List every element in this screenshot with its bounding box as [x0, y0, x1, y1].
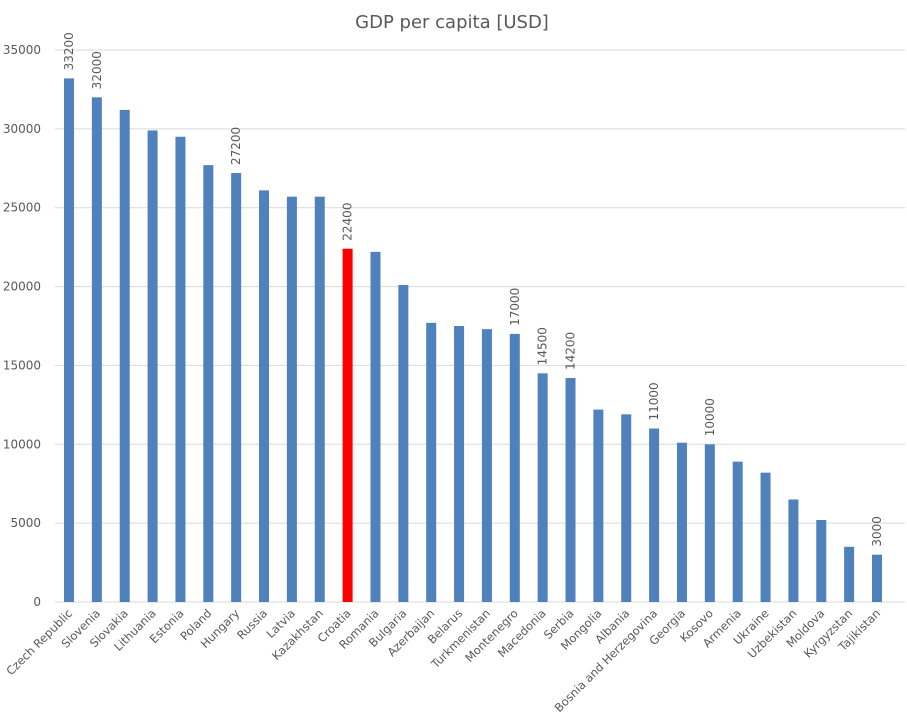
bar	[704, 444, 715, 602]
bar	[481, 329, 492, 602]
bar	[621, 414, 632, 602]
bar	[259, 190, 270, 602]
x-axis: Czech RepublicSloveniaSlovakiaLithuaniaE…	[3, 606, 883, 715]
y-tick-label: 15000	[3, 358, 41, 372]
bar	[398, 284, 409, 602]
bar	[231, 173, 242, 602]
bar	[649, 428, 660, 602]
bar	[91, 97, 102, 603]
bar	[676, 442, 687, 602]
bar	[509, 333, 520, 602]
data-label: 33200	[62, 32, 76, 70]
data-label: 27200	[229, 127, 243, 165]
y-axis: 0 5000 10000 15000 20000 25000 30000 35000	[3, 43, 41, 609]
data-labels: 33200 32000 27200 22400 17000 14500 14200 11000…	[62, 32, 884, 546]
bar	[537, 373, 548, 602]
y-tick-label: 0	[33, 595, 41, 609]
bar	[454, 326, 465, 602]
y-tick-label: 10000	[3, 437, 41, 451]
data-label: 14200	[564, 332, 578, 370]
data-label: 11000	[647, 382, 661, 420]
bars	[64, 78, 882, 603]
bar	[760, 472, 771, 602]
bar	[314, 196, 325, 602]
data-label: 32000	[90, 51, 104, 89]
bar	[342, 248, 353, 602]
bar	[426, 322, 437, 602]
gridlines	[55, 49, 905, 603]
bar	[286, 196, 297, 602]
bar	[788, 499, 799, 602]
y-tick-label: 25000	[3, 201, 41, 215]
y-tick-label: 35000	[3, 43, 41, 57]
y-tick-label: 20000	[3, 280, 41, 294]
bar	[565, 378, 576, 602]
bar	[370, 251, 381, 603]
data-label: 17000	[508, 288, 522, 326]
bar	[593, 409, 604, 602]
data-label: 22400	[341, 203, 355, 241]
bar	[64, 78, 74, 603]
y-tick-label: 30000	[3, 122, 41, 136]
data-label: 10000	[703, 398, 717, 436]
data-label: 14500	[536, 327, 550, 365]
bar	[175, 136, 186, 602]
x-tick-label: Russia	[234, 606, 270, 642]
y-tick-label: 5000	[10, 516, 41, 530]
bar	[872, 554, 882, 602]
bar	[203, 165, 214, 603]
chart-title: GDP per capita [USD]	[355, 12, 549, 33]
bar	[732, 461, 743, 602]
bar	[119, 109, 130, 602]
bar	[844, 546, 855, 602]
data-label: 3000	[870, 516, 884, 547]
bar	[816, 519, 827, 602]
bar	[147, 130, 158, 603]
